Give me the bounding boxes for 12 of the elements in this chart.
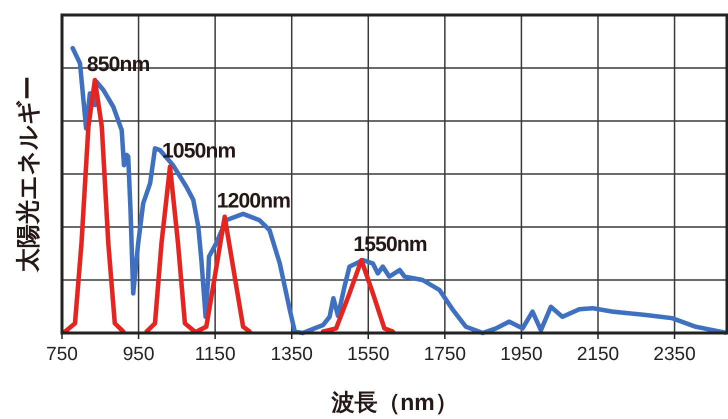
x-axis-title: 波長（nm）: [330, 389, 458, 415]
x-tick-label: 1950: [500, 344, 543, 365]
x-tick-label: 2150: [576, 344, 620, 365]
x-tick-label: 1350: [270, 344, 313, 365]
x-tick-label: 750: [46, 344, 78, 365]
x-tick-label: 950: [122, 344, 154, 365]
annotation: 1200nm: [216, 190, 290, 213]
x-tick-label: 1550: [347, 344, 390, 365]
x-tick-label: 2350: [653, 344, 696, 365]
x-tick-label: 1150: [194, 344, 236, 365]
x-tick-label: 1750: [424, 344, 466, 365]
y-axis-title: 太陽光エネルギー: [15, 76, 42, 273]
